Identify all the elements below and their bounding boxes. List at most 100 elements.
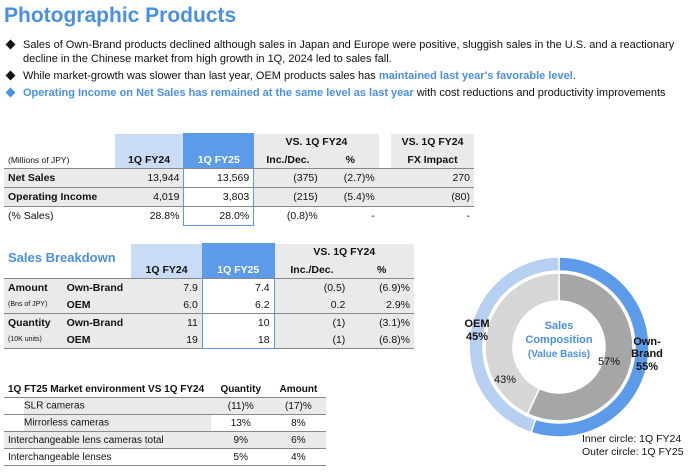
cell: 6% [270, 431, 326, 449]
cell: 19 [131, 331, 203, 349]
bullet-text: Operating Income on Net Sales has remain… [23, 87, 414, 99]
cell: (17)% [270, 397, 326, 415]
col-pct: % [349, 261, 414, 279]
page-title: Photographic Products [4, 4, 237, 27]
cell: - [371, 210, 375, 223]
cell: (2.7)% [321, 168, 379, 188]
cell: 7.9 [131, 278, 203, 296]
cell: (5.4)% [321, 187, 379, 207]
cell: 8% [270, 414, 326, 432]
market-title: 1Q FT25 Market environment VS 1Q FY24 [8, 383, 205, 395]
cell: 28.8% [149, 210, 180, 223]
vs-header: VS. 1Q FY24 [274, 243, 414, 261]
cell: 6.0 [131, 296, 203, 314]
chart-title-line2: Composition [525, 334, 592, 346]
cell: (6.8)% [349, 331, 414, 349]
diamond-bullet-icon [5, 70, 16, 81]
outer-own-label-1: Own- [633, 336, 661, 348]
cell: 28.0% [183, 206, 255, 226]
row-sub: OEM [62, 331, 132, 349]
row-sub: Own-Brand [62, 313, 132, 331]
col-cur: 1Q FY25 [183, 151, 255, 169]
market-row-label: Mirrorless cameras [24, 417, 110, 429]
cell: (11)% [210, 397, 271, 415]
row-sub: Own-Brand [62, 278, 132, 296]
cell: 9% [210, 431, 271, 449]
col-fx: FX Impact [391, 151, 474, 169]
chart-title-line1: Sales [545, 320, 574, 332]
row-label: Operating Income [4, 187, 115, 207]
bullet-item: Operating Income on Net Sales has remain… [4, 86, 698, 100]
legend-inner: Inner circle: 1Q FY24 [582, 433, 682, 445]
market-row-label: Interchangeable lenses [4, 448, 211, 466]
cell: 10 [201, 313, 275, 331]
row-label: (% Sales) [8, 210, 54, 223]
cell: (80) [391, 187, 474, 207]
cell: 7.4 [201, 278, 275, 296]
cell: - [466, 210, 471, 223]
bullet-text: While market-growth was slower than last… [23, 70, 379, 82]
chart-title-line3: (Value Basis) [528, 349, 590, 360]
market-row-label: Interchangeable lens cameras total [4, 431, 211, 449]
quantity-label: Quantity [4, 313, 63, 331]
row-sub: OEM [62, 296, 132, 314]
vs-header: VS. 1Q FY24 [253, 133, 379, 151]
amount-label: Amount [4, 278, 63, 296]
cell: (375) [253, 168, 322, 188]
amount-unit: (Bns of JPY) [4, 296, 63, 314]
unit-label: (Millions of JPY) [8, 154, 70, 165]
cell: 13,569 [183, 168, 255, 188]
bullet-text: . [572, 70, 576, 82]
inner-own-label: 57% [598, 356, 620, 368]
outer-slice-oem [468, 257, 560, 434]
bullet-text: Sales of Own-Brand products declined alt… [23, 39, 675, 65]
cell: (215) [253, 187, 322, 207]
diamond-bullet-icon [5, 87, 16, 98]
financial-table: VS. 1Q FY24 VS. 1Q FY24 (Millions of JPY… [4, 133, 474, 226]
inner-oem-label: 43% [494, 374, 516, 386]
quantity-unit: (10K units) [4, 331, 63, 349]
diamond-bullet-icon [5, 39, 16, 50]
bullet-text: with cost reductions and productivity im… [413, 87, 666, 99]
outer-own-label-3: 55% [636, 361, 658, 373]
col-inc: Inc./Dec. [253, 151, 322, 169]
market-table: 1Q FT25 Market environment VS 1Q FY24 Qu… [4, 381, 326, 466]
col-amt: Amount [279, 383, 318, 395]
cell: 5% [210, 448, 271, 466]
cell: (6.9)% [349, 278, 414, 296]
cell: 18 [201, 331, 275, 349]
cell: (0.8)% [286, 210, 318, 223]
cell: 6.2 [201, 296, 275, 314]
cell: 13% [210, 414, 271, 432]
cell: 3,803 [183, 187, 255, 207]
col-prev: 1Q FY24 [131, 261, 203, 279]
row-label: Net Sales [4, 168, 115, 188]
cell: 2.9% [349, 296, 414, 314]
outer-oem-label-2: 45% [466, 331, 488, 343]
col-cur: 1Q FY25 [201, 261, 275, 279]
donut-hole [515, 303, 603, 391]
sales-breakdown-table: Sales Breakdown VS. 1Q FY24 1Q FY24 1Q F… [4, 243, 414, 349]
bullet-list: Sales of Own-Brand products declined alt… [4, 38, 698, 103]
market-row-label: SLR cameras [24, 400, 85, 412]
vs2-header: VS. 1Q FY24 [391, 133, 474, 151]
inner-slice-oem [484, 272, 560, 415]
col-prev: 1Q FY24 [114, 151, 184, 169]
legend-outer: Outer circle: 1Q FY25 [582, 446, 684, 458]
bullet-item: Sales of Own-Brand products declined alt… [4, 38, 698, 66]
bullet-item: While market-growth was slower than last… [4, 69, 698, 83]
cell: 4,019 [114, 187, 184, 207]
cell: (1) [274, 313, 350, 331]
outer-oem-label-1: OEM [464, 318, 489, 330]
cell: (1) [274, 331, 350, 349]
cell: (0.5) [274, 278, 350, 296]
chart-legend: Inner circle: 1Q FY24 Outer circle: 1Q F… [582, 433, 684, 459]
col-pct: % [321, 151, 379, 169]
cell: (3.1)% [349, 313, 414, 331]
breakdown-title: Sales Breakdown [8, 249, 116, 265]
cell: 4% [270, 448, 326, 466]
bullet-text: maintained last year's favorable level [378, 70, 573, 82]
col-inc: Inc./Dec. [274, 261, 350, 279]
cell: 270 [391, 168, 474, 188]
col-qty: Quantity [220, 383, 262, 395]
